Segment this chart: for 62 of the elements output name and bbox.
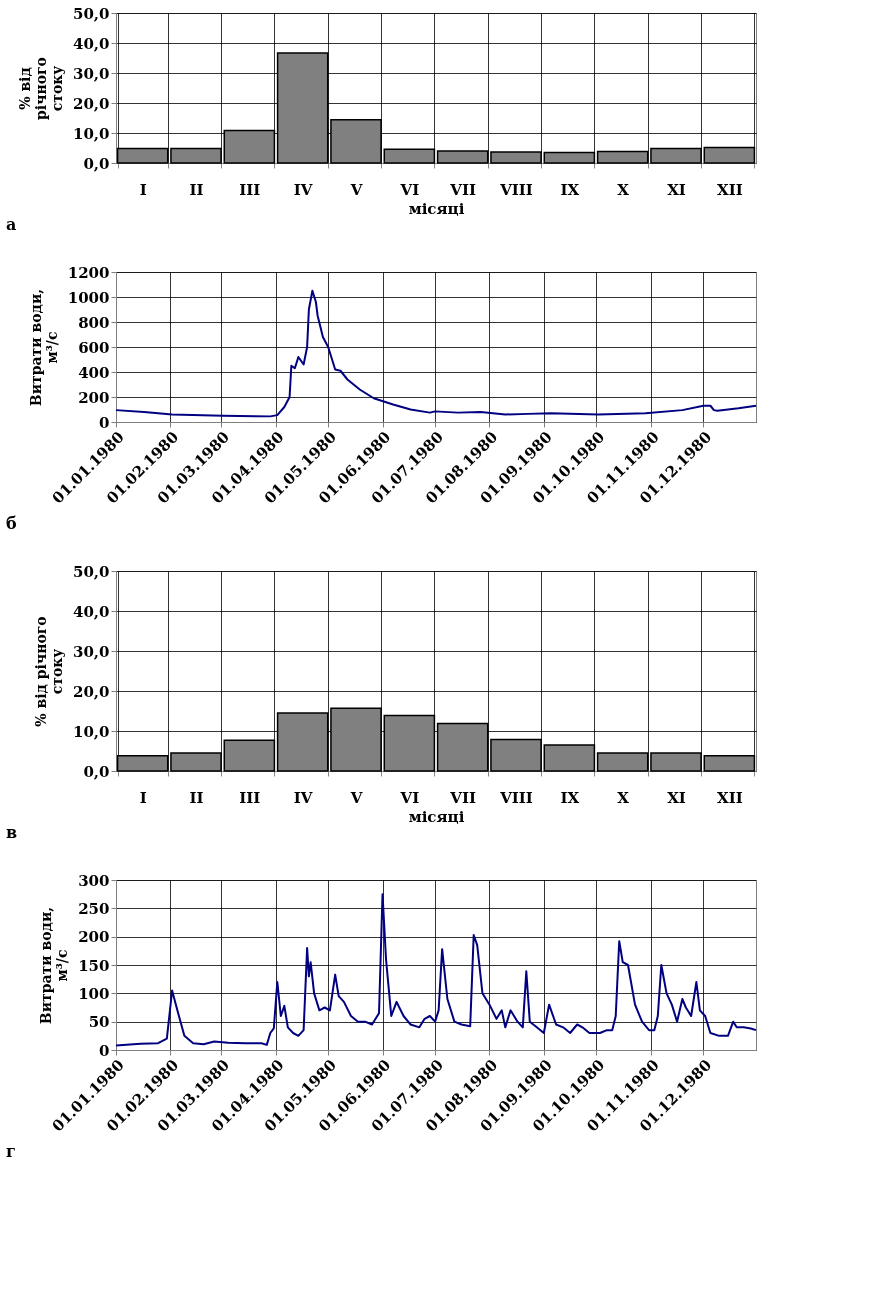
x-tick-label: XI bbox=[667, 180, 686, 199]
y-tick-label: 10,0 bbox=[72, 722, 110, 741]
x-tick-label: VIII bbox=[499, 788, 533, 807]
x-tick-label: V bbox=[349, 180, 363, 199]
y-tick-label: 0,0 bbox=[83, 762, 110, 781]
y-tick-label: 600 bbox=[78, 338, 110, 357]
x-tick-label: X bbox=[617, 788, 630, 807]
y-tick-label: 40,0 bbox=[72, 34, 110, 53]
x-tick-label: II bbox=[189, 180, 204, 199]
x-tick-label: III bbox=[239, 788, 261, 807]
y-axis-title: Витрати води, м³/с bbox=[38, 906, 71, 1025]
text: а bbox=[6, 215, 17, 234]
x-tick-label: X bbox=[617, 180, 630, 199]
y-axis-title: Витрати води, м³/с bbox=[27, 288, 60, 407]
x-tick-label: I bbox=[139, 180, 147, 199]
x-tick-label: IX bbox=[560, 788, 580, 807]
y-tick-label: 300 bbox=[78, 871, 110, 890]
x-tick-label: XI bbox=[667, 788, 686, 807]
y-tick-label: 40,0 bbox=[72, 602, 110, 621]
x-tick-label: XII bbox=[717, 180, 743, 199]
x-tick-label: VIII bbox=[499, 180, 533, 199]
text: в bbox=[6, 823, 18, 842]
x-tick-label: V bbox=[349, 788, 363, 807]
x-tick-label: VII bbox=[449, 180, 476, 199]
x-tick-label: IV bbox=[293, 180, 313, 199]
y-tick-label: 100 bbox=[78, 984, 110, 1003]
y-tick-label: 30,0 bbox=[72, 64, 110, 83]
y-tick-label: 0,0 bbox=[83, 154, 110, 173]
x-axis-title: місяці bbox=[408, 807, 465, 826]
y-axis-title: % від річного стоку bbox=[16, 57, 65, 120]
text: б bbox=[6, 514, 17, 533]
x-tick-label: II bbox=[189, 788, 204, 807]
x-axis-title: місяці bbox=[408, 199, 465, 218]
y-tick-label: 10,0 bbox=[72, 124, 110, 143]
y-tick-label: 200 bbox=[78, 928, 110, 947]
y-tick-label: 50,0 bbox=[72, 562, 110, 581]
y-tick-label: 250 bbox=[78, 899, 110, 918]
y-tick-label: 0 bbox=[99, 1041, 110, 1060]
y-tick-label: 50 bbox=[88, 1013, 110, 1032]
x-tick-label: IX bbox=[560, 180, 580, 199]
y-axis-title: % від річного стоку bbox=[32, 616, 65, 727]
x-tick-label: I bbox=[139, 788, 147, 807]
y-tick-label: 150 bbox=[78, 956, 110, 975]
y-tick-label: 20,0 bbox=[72, 94, 110, 113]
text: г bbox=[6, 1142, 16, 1161]
x-tick-label: III bbox=[239, 180, 261, 199]
y-tick-label: 20,0 bbox=[72, 682, 110, 701]
x-tick-label: VII bbox=[449, 788, 476, 807]
line-series bbox=[115, 893, 757, 1047]
y-tick-label: 30,0 bbox=[72, 642, 110, 661]
y-tick-label: 200 bbox=[78, 388, 110, 407]
y-tick-label: 400 bbox=[78, 363, 110, 382]
x-tick-label: XII bbox=[717, 788, 743, 807]
y-tick-label: 0 bbox=[99, 413, 110, 432]
y-tick-label: 800 bbox=[78, 313, 110, 332]
line-series bbox=[115, 289, 757, 418]
x-tick-label: IV bbox=[293, 788, 313, 807]
x-tick-label: VI bbox=[399, 788, 420, 807]
y-tick-label: 1000 bbox=[67, 288, 110, 307]
y-tick-label: 50,0 bbox=[72, 4, 110, 23]
x-tick-label: VI bbox=[399, 180, 420, 199]
y-tick-label: 1200 bbox=[67, 263, 110, 282]
